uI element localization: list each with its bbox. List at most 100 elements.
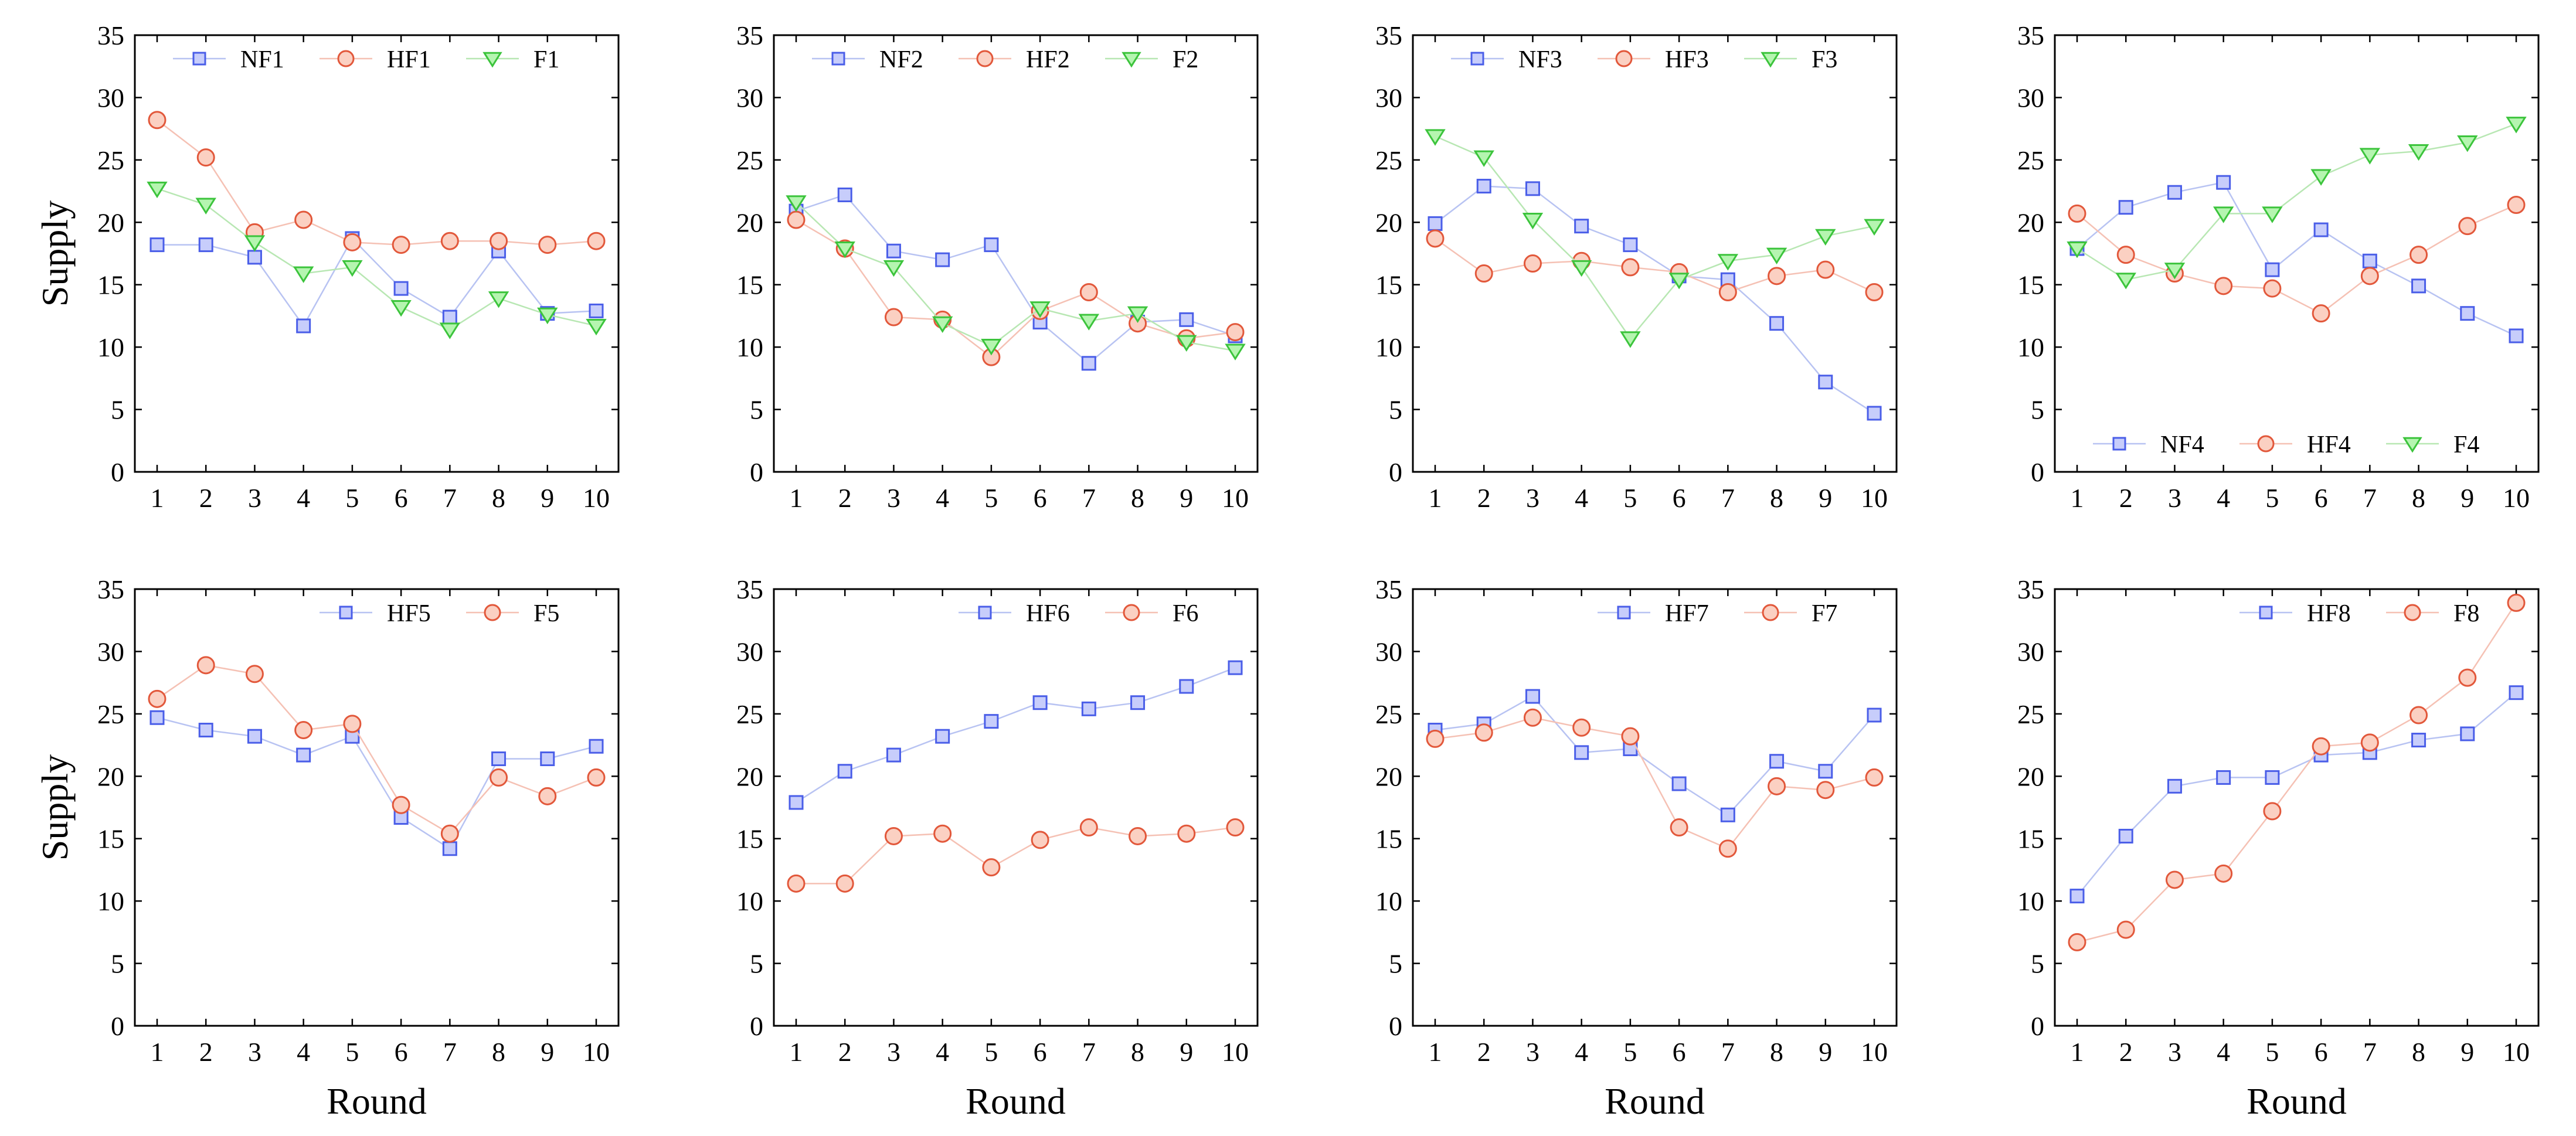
data-point: [390, 300, 412, 317]
data-point: [392, 795, 410, 814]
x-tick-label: 10: [1861, 1037, 1888, 1067]
panel-2: 0 5 10 15 20 25 30 35 1 2 3 4 5 6 7 8 9 10 NF2 HF2 F2: [736, 21, 1259, 513]
series-line: [1435, 237, 1875, 293]
series-line: [157, 119, 597, 246]
data-point: [491, 751, 507, 766]
data-point: [884, 827, 903, 845]
x-tick-label: 2: [2119, 1037, 2133, 1067]
data-point: [244, 235, 266, 252]
data-point: [2069, 889, 2085, 904]
data-point: [2408, 144, 2429, 161]
x-tick-label: 1: [1429, 1037, 1442, 1067]
data-point: [294, 210, 313, 229]
x-tick-label: 5: [1623, 1037, 1637, 1067]
data-point: [296, 747, 311, 763]
data-point: [589, 739, 604, 754]
x-tick-label: 7: [1721, 483, 1735, 513]
data-point: [2214, 277, 2233, 295]
y-tick-label: 5: [2031, 395, 2044, 425]
series-line: [2077, 204, 2517, 315]
legend-marker: [339, 606, 353, 620]
x-tick-label: 1: [790, 1037, 803, 1067]
data-point: [834, 241, 855, 259]
data-point: [2115, 273, 2136, 290]
data-point: [1864, 219, 1885, 236]
y-tick-label: 35: [97, 574, 124, 604]
legend: HF5 F5: [320, 600, 559, 627]
legend-label: HF3: [1665, 46, 1709, 73]
plot-frame: [134, 588, 620, 1027]
data-point: [440, 824, 459, 843]
legend-marker: [1122, 52, 1141, 68]
series-line: [796, 194, 1236, 365]
legend-marker: [1470, 52, 1484, 66]
x-tick-label: 1: [151, 1037, 164, 1067]
legend-marker: [2404, 604, 2421, 621]
data-point: [787, 210, 806, 229]
x-tick-label: 2: [199, 1037, 213, 1067]
legend-marker: [1615, 50, 1633, 67]
data-point: [1818, 764, 1833, 779]
data-point: [1522, 213, 1544, 230]
data-point: [1720, 807, 1735, 822]
data-point: [2265, 262, 2280, 277]
data-point: [2507, 195, 2526, 214]
legend-label: NF2: [879, 46, 923, 73]
x-tick-label: 2: [838, 1037, 852, 1067]
data-point: [148, 111, 166, 130]
y-tick-label: 5: [1389, 949, 1402, 979]
panel-8: 0 5 10 15 20 25 30 35 1 2 3 4 5 6 7 8 9 10 Round HF8 F8: [2017, 574, 2540, 1122]
data-point: [1225, 343, 1246, 360]
data-point: [247, 729, 262, 744]
legend-marker: [978, 606, 992, 620]
data-point: [1818, 375, 1833, 390]
data-point: [1032, 695, 1048, 710]
y-tick-label: 25: [97, 145, 124, 175]
data-point: [933, 824, 952, 843]
series-F5: [148, 656, 606, 843]
legend: HF8 F8: [2239, 600, 2479, 627]
data-point: [1226, 818, 1245, 837]
y-tick-label: 15: [2017, 270, 2044, 300]
data-point: [586, 318, 607, 336]
y-tick-label: 30: [1375, 637, 1402, 666]
data-point: [932, 316, 953, 334]
legend-label: HF2: [1026, 46, 1070, 73]
legend-label: F6: [1173, 600, 1198, 627]
x-tick-label: 10: [1222, 483, 1249, 513]
data-point: [2312, 304, 2330, 323]
legend-label: HF5: [387, 600, 431, 627]
series-line: [157, 664, 597, 835]
legend-marker: [2402, 437, 2422, 453]
x-tick-label: 8: [2412, 1037, 2425, 1067]
x-tick-label: 2: [838, 483, 852, 513]
y-tick-label: 25: [736, 699, 763, 729]
y-tick-label: 5: [111, 395, 124, 425]
data-point: [149, 237, 165, 253]
data-point: [1523, 708, 1542, 727]
series-HF2: [787, 210, 1245, 366]
data-point: [2165, 870, 2184, 889]
data-point: [787, 874, 806, 893]
data-point: [1571, 260, 1592, 277]
y-tick-label: 20: [736, 761, 763, 791]
plot-frame: [2054, 34, 2540, 473]
x-axis-label: Round: [1605, 1080, 1705, 1122]
legend-marker: [1762, 604, 1779, 621]
data-point: [537, 307, 558, 325]
y-tick-label: 0: [1389, 457, 1402, 487]
data-point: [1525, 181, 1540, 196]
data-point: [1867, 708, 1882, 723]
data-point: [2262, 206, 2283, 223]
legend-label: NF4: [2160, 431, 2204, 458]
x-tick-label: 8: [1131, 1037, 1144, 1067]
data-point: [2362, 253, 2377, 268]
data-point: [148, 689, 166, 708]
data-point: [1815, 229, 1836, 246]
data-point: [2067, 241, 2088, 259]
data-point: [1179, 312, 1194, 327]
series-NF2: [789, 187, 1243, 371]
data-point: [835, 874, 854, 893]
y-tick-label: 25: [1375, 145, 1402, 175]
panel-1: 0 5 10 15 20 25 30 35 1 2 3 4 5 6 7 8 9 10 Supply NF1 HF1 F1: [34, 21, 620, 513]
